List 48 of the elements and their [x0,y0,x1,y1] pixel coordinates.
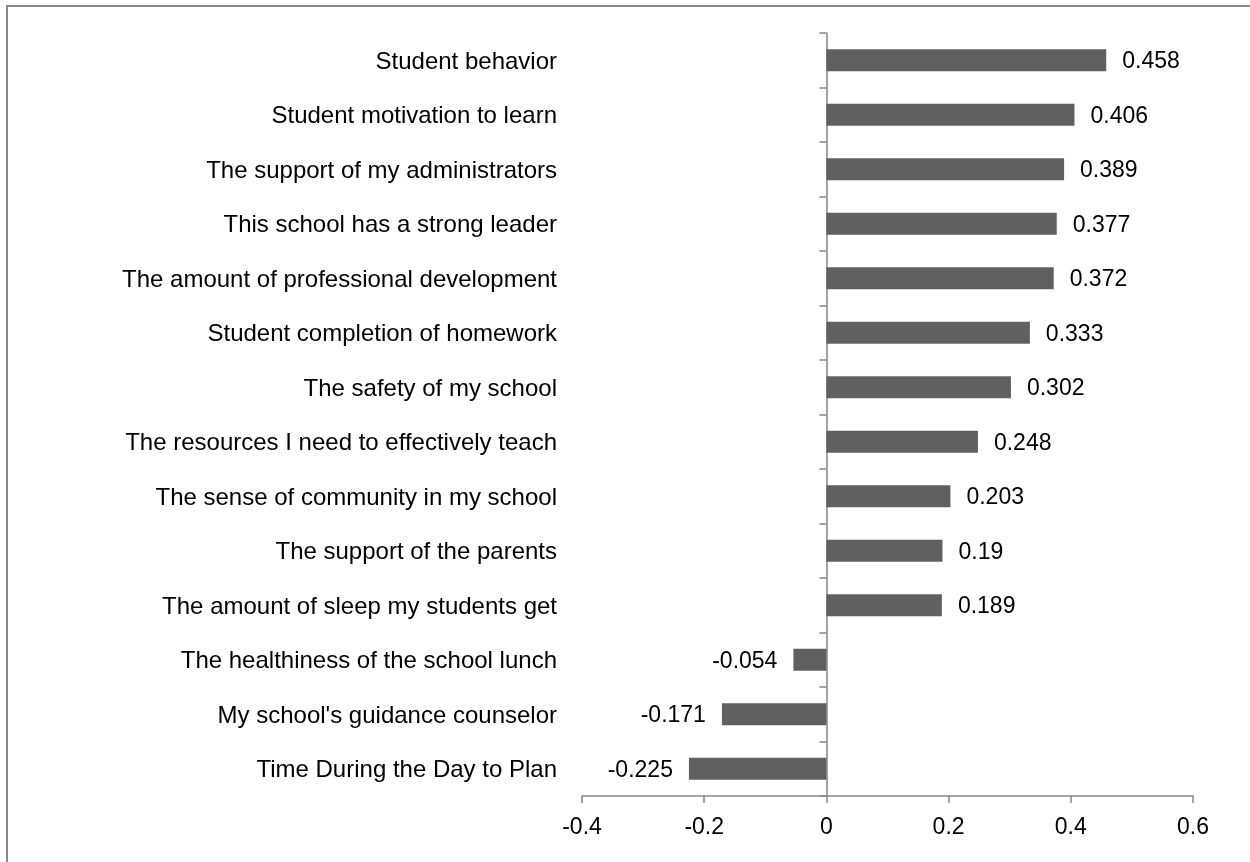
y-tick-label: The safety of my school [303,373,557,401]
data-label: 0.372 [1069,265,1128,292]
data-label: 0.203 [966,483,1024,510]
y-tick-label: My school's guidance counselor [217,700,557,728]
bar [688,757,827,780]
data-label: 0.189 [957,592,1016,619]
x-tick-label: 0.6 [1177,812,1209,839]
x-tick-label: -0.2 [684,812,725,839]
data-label: 0.248 [993,428,1052,455]
data-label: -0.054 [712,646,778,673]
y-tick-label: The amount of sleep my students get [162,591,558,619]
y-tick-label: This school has a strong leader [223,210,558,238]
data-label: 0.333 [1045,319,1104,346]
y-tick-label: The sense of community in my school [155,482,557,510]
bar [826,212,1057,235]
bar [826,594,942,617]
y-tick-label: Student motivation to learn [271,101,557,129]
y-tick-label: The resources I need to effectively teach [125,428,557,456]
data-label: -0.171 [640,701,706,728]
bar [826,485,951,508]
bar [793,648,827,671]
y-tick-label: Student behavior [375,46,557,74]
x-tick-label: -0.4 [562,812,603,839]
x-tick-label: 0.4 [1054,812,1087,839]
bar [826,49,1107,72]
data-label: 0.389 [1080,156,1138,183]
bar [721,703,827,726]
bar [826,321,1030,344]
y-tick-label: The support of my administrators [206,155,557,183]
data-label: 0.377 [1072,210,1131,237]
y-tick-label: The amount of professional development [122,264,558,292]
data-label: 0.458 [1122,47,1180,74]
bar [826,103,1075,126]
data-label: -0.225 [607,755,673,782]
bar [826,267,1054,290]
bar [826,539,943,562]
data-label: 0.302 [1026,374,1085,401]
x-tick-label: 0.2 [932,812,965,839]
bar [826,430,978,453]
bar [826,376,1011,399]
y-tick-label: Student completion of homework [207,319,558,347]
y-tick-label: The healthiness of the school lunch [180,646,557,674]
y-tick-label: The support of the parents [275,537,557,565]
y-tick-label: Time During the Day to Plan [256,755,557,783]
data-label: 0.19 [958,537,1004,564]
x-tick-label: 0 [820,812,833,839]
bar [826,158,1065,181]
data-label: 0.406 [1090,101,1149,128]
